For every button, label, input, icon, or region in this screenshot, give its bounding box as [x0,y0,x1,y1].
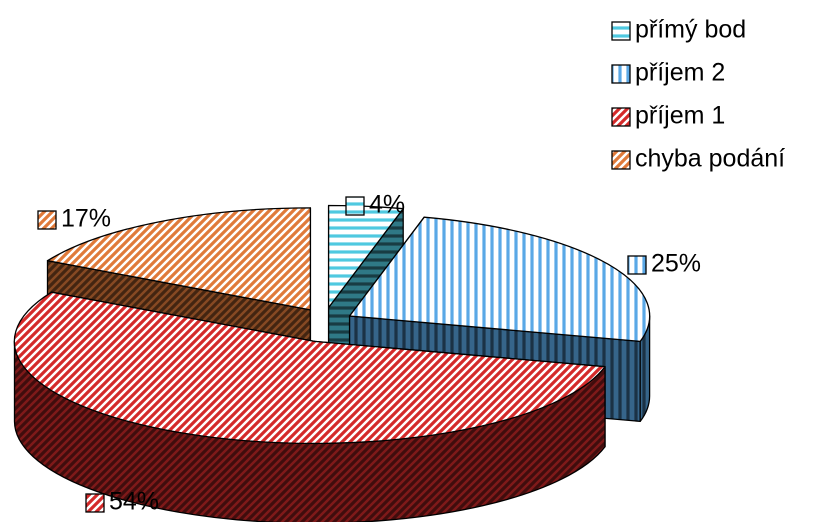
data-label: 17% [61,205,111,233]
legend-label: chyba podání [635,145,785,173]
label-swatch [627,255,647,275]
legend-label: příjem 2 [635,59,725,87]
slice [13,291,606,445]
slice [46,207,312,311]
slice [327,204,404,309]
data-label: 54% [109,488,159,516]
data-label: 4% [369,191,405,219]
legend-swatch [611,107,631,127]
slice [348,216,651,343]
legend-swatch [611,21,631,41]
label-swatch [37,210,57,230]
legend-label: přímý bod [635,16,746,44]
data-label: 25% [651,250,701,278]
legend-swatch [611,150,631,170]
label-swatch [85,493,105,513]
legend-label: příjem 1 [635,102,725,130]
legend-swatch [611,64,631,84]
label-swatch [345,196,365,216]
